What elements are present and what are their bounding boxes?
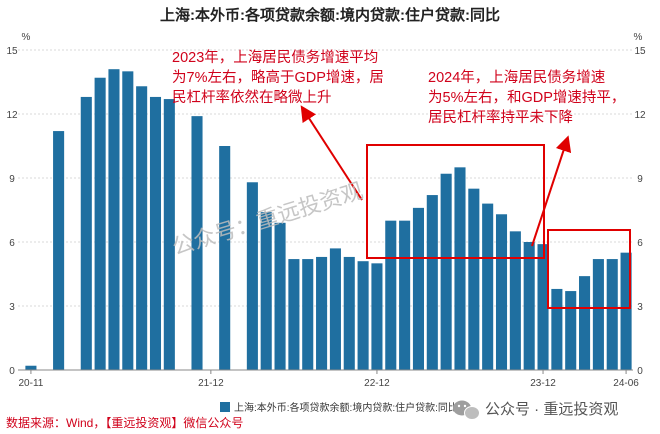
bar [94,77,106,370]
bar [399,220,411,370]
bar [454,167,466,370]
legend-swatch [220,402,230,412]
bar [191,116,203,370]
bar [509,231,521,370]
bar-series [25,69,632,371]
bar [565,291,577,370]
bar [468,188,480,370]
bar [371,263,383,370]
y-unit-right: % [634,32,643,43]
y-tick-label-right: 12 [634,110,646,121]
bar [108,69,120,370]
arrow-2023 [300,105,363,201]
y-unit-left: % [22,32,31,43]
bar [274,222,286,370]
bar [523,242,535,370]
x-tick-label: 20-11 [18,378,43,389]
bar [537,244,549,370]
y-tick-label-left: 6 [9,238,15,249]
bar [551,288,563,370]
y-tick-label-left: 0 [9,366,15,377]
wechat-icon [453,400,480,420]
annotation-2023-line1: 2023年，上海居民债务增速平均 [172,49,378,66]
y-tick-label-right: 0 [637,366,643,377]
y-tick-label-left: 12 [6,110,18,121]
bar [482,203,494,370]
y-tick-label-right: 3 [637,302,643,313]
y-ticks-left: 0 3 6 9 12 15 [6,46,18,377]
bar [80,96,92,370]
y-tick-label-right: 9 [637,174,643,185]
bar [592,259,604,370]
annotation-2023-line3: 民杠杆率依然在略微上升 [172,89,332,106]
legend-label: 上海:本外币:各项贷款余额:境内贷款:住户贷款:同比 [234,401,458,414]
annotation-2024-line2: 为5%左右，和GDP增速持平， [428,89,625,106]
bar [136,86,148,371]
y-tick-label-right: 6 [637,238,643,249]
bar [122,71,134,370]
bar [620,252,632,370]
bar [25,365,37,370]
bar [343,256,355,370]
bar [149,96,162,370]
bar [219,146,231,370]
arrow-2024 [531,135,572,247]
bar [246,182,258,370]
y-tick-label-left: 9 [9,174,15,185]
bar [316,256,328,370]
x-tick-label: 23-12 [530,378,556,389]
bar [385,220,397,370]
bar [606,259,618,370]
highlight-box-2023 [366,144,545,259]
bar [357,261,369,370]
bar [288,259,300,370]
y-tick-label-left: 3 [9,302,15,313]
annotation-2024-line1: 2024年，上海居民债务增速 [428,69,605,86]
annotation-2024-line3: 居民杠杆率持平未下降 [428,109,573,126]
bar [53,131,65,370]
bar [302,259,314,370]
bar [329,248,341,370]
x-tick-label: 22-12 [364,378,390,389]
highlight-box-2024 [547,229,631,309]
x-ticks: 20-11 21-12 22-12 23-12 24-06 [18,370,639,389]
bar [163,99,175,371]
bar [579,276,591,370]
y-tick-label-right: 15 [634,46,646,57]
bar [495,214,508,370]
source-text: 数据来源：Wind，【重远投资观】微信公众号 [6,415,243,430]
chart-title: 上海:本外币:各项贷款余额:境内贷款:住户贷款:同比 [160,6,500,24]
annotation-2023-line2: 为7%左右，略高于GDP增速，居 [172,69,384,86]
bar [412,207,425,370]
wechat-badge-text: 公众号 · 重远投资观 [485,401,618,418]
bar [426,195,438,370]
y-tick-label-left: 15 [6,46,18,57]
x-tick-label: 21-12 [198,378,224,389]
bar [440,173,452,370]
y-ticks-right: 0 3 6 9 12 15 [634,46,646,377]
x-tick-label: 24-06 [613,378,639,389]
bar [260,212,272,370]
